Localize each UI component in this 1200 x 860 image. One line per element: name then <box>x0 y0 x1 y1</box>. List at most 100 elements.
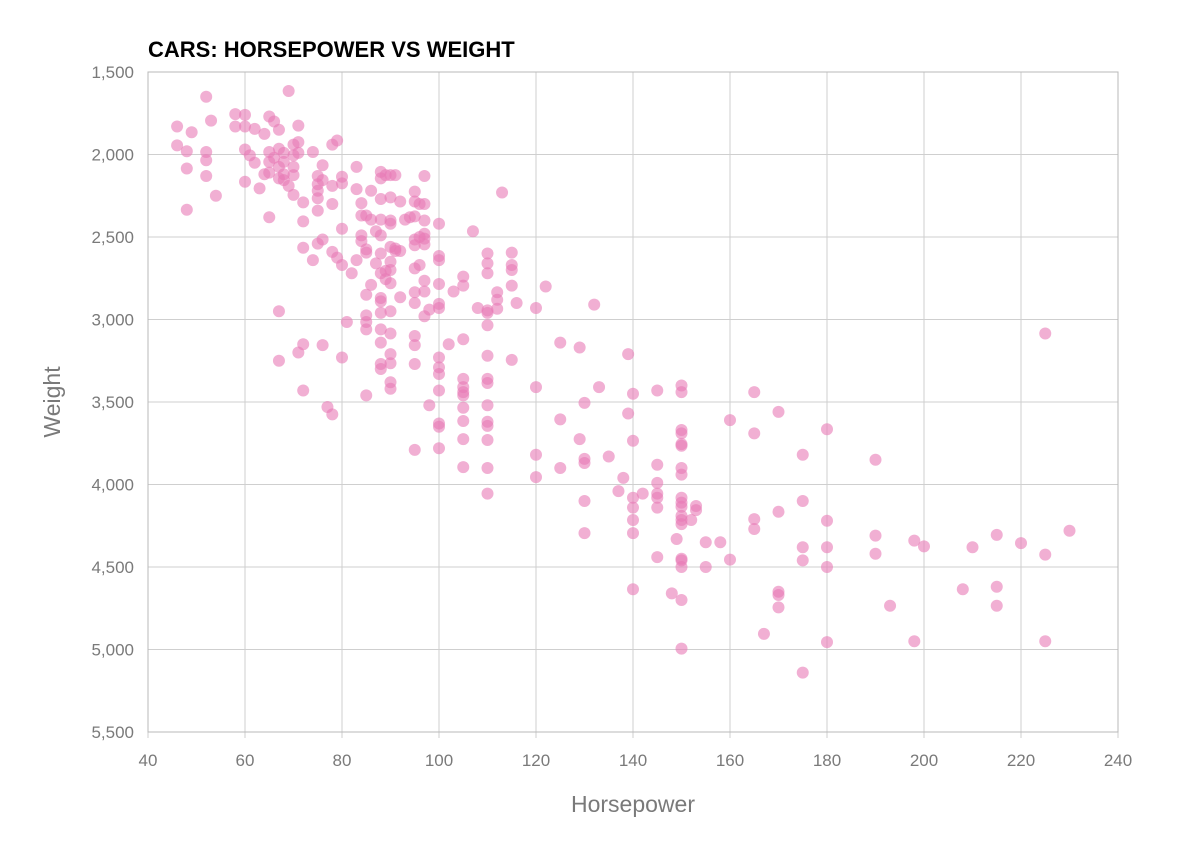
y-tick-label: 3,000 <box>91 311 134 330</box>
data-point <box>869 529 882 542</box>
data-point <box>481 487 494 500</box>
data-point <box>297 215 310 228</box>
data-point <box>418 274 431 287</box>
data-point <box>413 259 426 272</box>
data-point <box>433 384 445 397</box>
data-point <box>418 198 431 210</box>
data-point <box>389 169 402 182</box>
data-points <box>171 84 1076 679</box>
y-tick-label: 5,500 <box>91 723 134 742</box>
data-point <box>675 642 688 655</box>
data-point <box>209 189 222 202</box>
data-point <box>578 457 591 470</box>
data-point <box>433 442 445 455</box>
x-tick-label: 160 <box>716 751 744 770</box>
y-tick-label: 2,500 <box>91 228 134 247</box>
data-point <box>297 384 310 397</box>
data-point <box>336 351 348 364</box>
data-point <box>1015 537 1027 550</box>
x-tick-label: 180 <box>813 751 841 770</box>
data-point <box>336 259 348 272</box>
data-point <box>481 377 494 390</box>
data-point <box>1063 524 1076 537</box>
data-point <box>956 583 969 596</box>
data-point <box>796 666 809 679</box>
data-point <box>287 188 300 201</box>
data-point <box>554 413 567 426</box>
data-point <box>311 204 324 217</box>
data-point <box>491 293 504 306</box>
data-point <box>665 587 678 600</box>
data-point <box>408 210 421 223</box>
data-point <box>573 433 586 446</box>
data-point <box>408 330 421 342</box>
data-point <box>690 504 703 517</box>
y-tick-label: 3,500 <box>91 393 134 412</box>
data-point <box>408 286 421 299</box>
data-point <box>578 527 591 540</box>
data-point <box>772 405 785 418</box>
data-point <box>675 427 688 440</box>
data-point <box>796 495 809 507</box>
data-point <box>466 225 479 238</box>
data-point <box>539 280 552 293</box>
data-point <box>505 264 518 276</box>
data-point <box>748 427 761 440</box>
data-point <box>229 120 242 133</box>
data-point <box>171 120 184 133</box>
data-point <box>239 175 251 188</box>
x-tick-label: 220 <box>1007 751 1035 770</box>
data-point <box>481 267 494 280</box>
data-point <box>510 297 523 309</box>
data-point <box>457 401 470 414</box>
data-point <box>408 297 421 309</box>
data-point <box>748 523 761 536</box>
data-point <box>530 381 542 394</box>
data-point <box>418 214 431 227</box>
data-point <box>200 169 213 182</box>
data-point <box>471 301 484 314</box>
data-point <box>496 186 509 199</box>
data-point <box>724 414 736 427</box>
data-point <box>292 119 305 132</box>
data-point <box>481 319 494 332</box>
data-point <box>171 139 184 152</box>
data-point <box>297 241 310 254</box>
data-point <box>796 541 809 554</box>
y-tick-label: 4,000 <box>91 476 134 495</box>
data-point <box>1039 327 1052 340</box>
data-point <box>180 145 193 158</box>
data-point <box>990 599 1003 612</box>
data-point <box>239 120 251 133</box>
data-point <box>306 146 319 159</box>
y-axis-ticks: 1,500 2,000 2,500 3,000 3,500 4,000 4,500 5,000… <box>91 63 134 742</box>
data-point <box>554 462 567 474</box>
data-point <box>200 90 213 103</box>
data-point <box>457 270 470 283</box>
data-point <box>457 333 470 346</box>
chart-title: CARS: HORSEPOWER VS WEIGHT <box>148 37 515 62</box>
data-point <box>316 159 329 172</box>
data-point <box>651 476 664 489</box>
y-tick-label: 2,000 <box>91 146 134 165</box>
data-point <box>326 408 339 421</box>
data-point <box>457 414 470 427</box>
data-point <box>724 553 736 566</box>
data-point <box>311 192 324 205</box>
plot-frame <box>147 71 1119 733</box>
data-point <box>622 348 635 361</box>
x-tick-label: 200 <box>910 751 938 770</box>
data-point <box>908 534 921 547</box>
x-tick-label: 120 <box>522 751 550 770</box>
data-point <box>253 182 266 195</box>
data-point <box>394 245 407 258</box>
data-point <box>180 203 193 216</box>
data-point <box>457 279 470 292</box>
x-tick-label: 100 <box>425 751 453 770</box>
x-axis-label: Horsepower <box>571 791 695 817</box>
data-point <box>481 462 494 474</box>
data-point <box>685 513 698 526</box>
data-point <box>374 336 387 349</box>
data-point <box>384 277 397 290</box>
data-point <box>336 177 348 190</box>
